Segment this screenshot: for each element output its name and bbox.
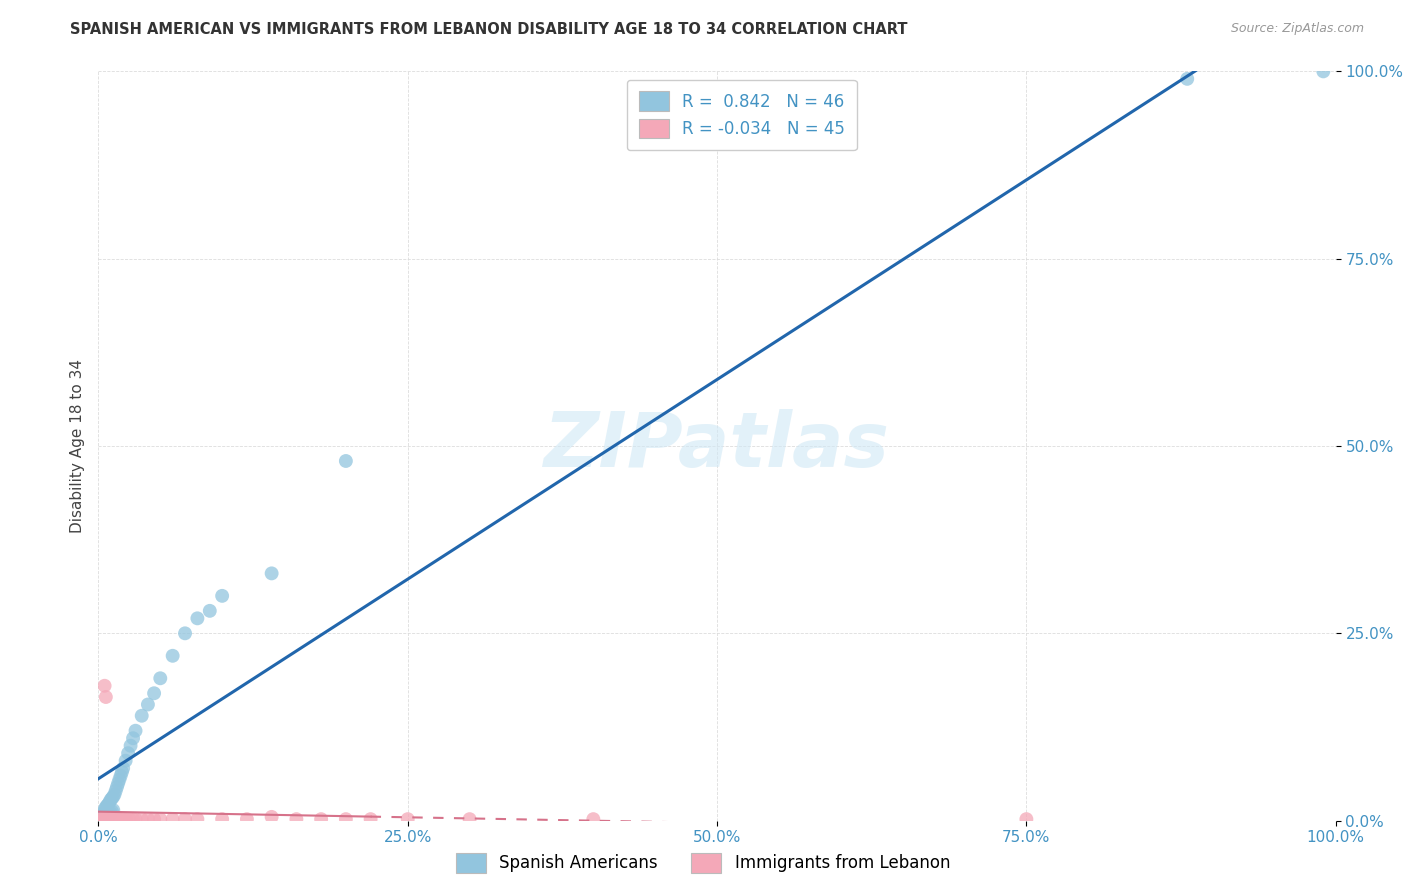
Point (120, 739, 142, 753)
Point (94, 812, 117, 826)
Point (100, 812, 122, 826)
Point (149, 671, 172, 685)
Point (1015, 812, 1038, 826)
Point (111, 764, 134, 779)
Point (360, 812, 382, 826)
Legend: R =  0.842   N = 46, R = -0.034   N = 45: R = 0.842 N = 46, R = -0.034 N = 45 (627, 79, 856, 150)
Point (91, 812, 114, 826)
Point (335, 454, 357, 468)
Point (93, 806, 115, 821)
Point (162, 812, 184, 826)
Point (101, 805, 124, 819)
Y-axis label: Disability Age 18 to 34: Disability Age 18 to 34 (69, 359, 84, 533)
Point (211, 812, 233, 826)
Text: ZIPatlas: ZIPatlas (544, 409, 890, 483)
Point (93, 812, 115, 826)
Point (104, 783, 127, 797)
Point (186, 611, 208, 625)
Point (114, 754, 136, 768)
Point (260, 566, 283, 581)
Legend: Spanish Americans, Immigrants from Lebanon: Spanish Americans, Immigrants from Leban… (450, 847, 956, 880)
Point (107, 812, 129, 826)
Point (118, 812, 141, 826)
Point (104, 812, 127, 826)
Point (96, 809, 118, 823)
Point (94, 810, 117, 824)
Point (396, 812, 419, 826)
Point (94, 800, 117, 814)
Point (98, 812, 121, 826)
Point (131, 812, 153, 826)
Point (100, 806, 122, 821)
Point (108, 772, 131, 787)
Point (103, 803, 125, 817)
Point (110, 769, 132, 783)
Point (582, 812, 605, 826)
Point (285, 812, 308, 826)
Point (335, 812, 357, 826)
Point (143, 812, 166, 826)
Point (96, 798, 118, 813)
Point (103, 812, 125, 826)
Point (90, 812, 112, 826)
Point (100, 792, 122, 806)
Point (122, 812, 145, 826)
Point (174, 626, 197, 640)
Point (105, 780, 128, 794)
Point (93, 802, 115, 816)
Point (112, 812, 135, 826)
Point (101, 812, 124, 826)
Point (101, 791, 124, 805)
Point (97, 797, 120, 812)
Point (100, 812, 122, 826)
Text: SPANISH AMERICAN VS IMMIGRANTS FROM LEBANON DISABILITY AGE 18 TO 34 CORRELATION : SPANISH AMERICAN VS IMMIGRANTS FROM LEBA… (70, 22, 908, 37)
Point (174, 812, 197, 826)
Point (162, 648, 184, 663)
Point (105, 812, 128, 826)
Point (236, 812, 259, 826)
Point (143, 686, 166, 700)
Point (97, 812, 120, 826)
Point (93, 811, 115, 825)
Point (94, 690, 117, 704)
Point (96, 812, 118, 826)
Point (309, 812, 332, 826)
Point (260, 810, 283, 824)
Point (103, 812, 125, 826)
Point (124, 812, 146, 826)
Point (110, 812, 132, 826)
Text: Source: ZipAtlas.com: Source: ZipAtlas.com (1230, 22, 1364, 36)
Point (96, 812, 118, 826)
Point (114, 812, 136, 826)
Point (458, 812, 481, 826)
Point (98, 812, 121, 826)
Point (103, 788, 125, 802)
Point (198, 604, 221, 618)
Point (1175, 71, 1198, 86)
Point (124, 723, 146, 738)
Point (97, 812, 120, 826)
Point (91, 807, 114, 822)
Point (149, 812, 172, 826)
Point (112, 761, 135, 775)
Point (93, 812, 115, 826)
Point (90, 812, 112, 826)
Point (122, 731, 145, 746)
Point (136, 812, 159, 826)
Point (93, 811, 115, 825)
Point (131, 708, 153, 723)
Point (107, 776, 129, 790)
Point (97, 808, 120, 822)
Point (117, 746, 139, 760)
Point (93, 679, 115, 693)
Point (136, 698, 159, 712)
Point (186, 812, 208, 826)
Point (98, 795, 121, 809)
Point (211, 589, 233, 603)
Point (103, 789, 125, 804)
Point (1312, 64, 1334, 78)
Point (98, 807, 121, 822)
